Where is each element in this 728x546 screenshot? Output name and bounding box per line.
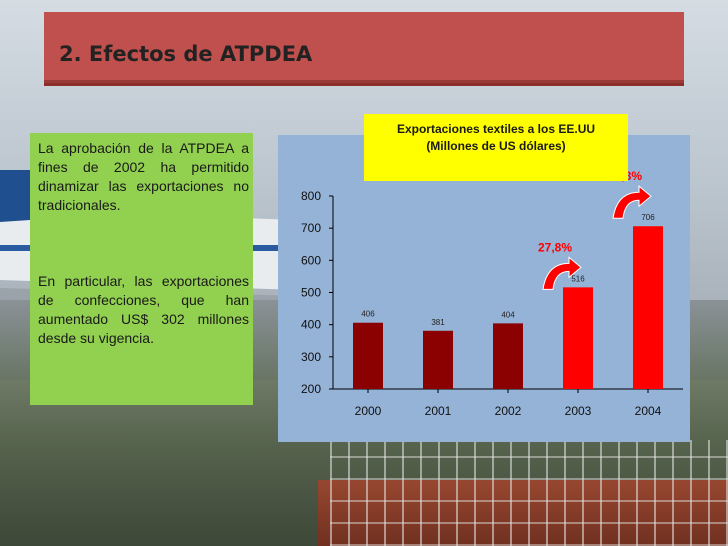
title-text: Efectos de ATPDEA (88, 42, 313, 66)
data-label-2004: 706 (641, 213, 655, 222)
bar-2002 (493, 323, 523, 389)
title-underline (44, 83, 684, 86)
slide-title: 2. Efectos de ATPDEA (59, 42, 312, 66)
bar-2003 (563, 287, 593, 389)
bar-2004 (633, 226, 663, 389)
y-tick-label: 500 (301, 286, 321, 300)
y-tick-label: 600 (301, 253, 321, 267)
data-label-2000: 406 (361, 310, 375, 319)
chart-subtitle: (Millones de US dólares) (426, 139, 566, 153)
chart-title: Exportaciones textiles a los EE.UU (396, 122, 596, 136)
data-label-2003: 516 (571, 274, 585, 283)
data-label-2002: 404 (501, 310, 515, 319)
y-tick-label: 300 (301, 350, 321, 364)
y-tick-label: 700 (301, 221, 321, 235)
y-tick-label: 400 (301, 318, 321, 332)
y-tick-label: 200 (301, 382, 321, 396)
x-tick-label-2004: 2004 (635, 404, 662, 418)
bar-2000 (353, 322, 383, 389)
summary-paragraph-1: La aprobación de la ATPDEA a fines de 20… (38, 140, 249, 213)
chart-title-box: Exportaciones textiles a los EE.UU (Mill… (364, 114, 628, 181)
title-number: 2. (59, 42, 82, 66)
x-tick-label-2000: 2000 (355, 404, 382, 418)
x-tick-label-2003: 2003 (565, 404, 592, 418)
data-label-2001: 381 (431, 318, 445, 327)
growth-arrow-2 (612, 185, 652, 219)
title-bar: 2. Efectos de ATPDEA (44, 12, 684, 86)
bar-2001 (423, 330, 453, 389)
summary-box: La aprobación de la ATPDEA a fines de 20… (30, 133, 253, 405)
summary-paragraph-2: En particular, las exportaciones de conf… (38, 273, 249, 346)
bar-chart: 200 300 400 500 600 700 800 406 2000 381 2001 404 20… (301, 169, 683, 418)
x-tick-label-2002: 2002 (495, 404, 522, 418)
background-steel-structure (330, 440, 728, 546)
growth-label-1: 27,8% (538, 240, 572, 254)
x-tick-label-2001: 2001 (425, 404, 452, 418)
chart-panel (278, 135, 690, 442)
growth-arrow-1 (542, 256, 582, 290)
y-tick-label: 800 (301, 189, 321, 203)
